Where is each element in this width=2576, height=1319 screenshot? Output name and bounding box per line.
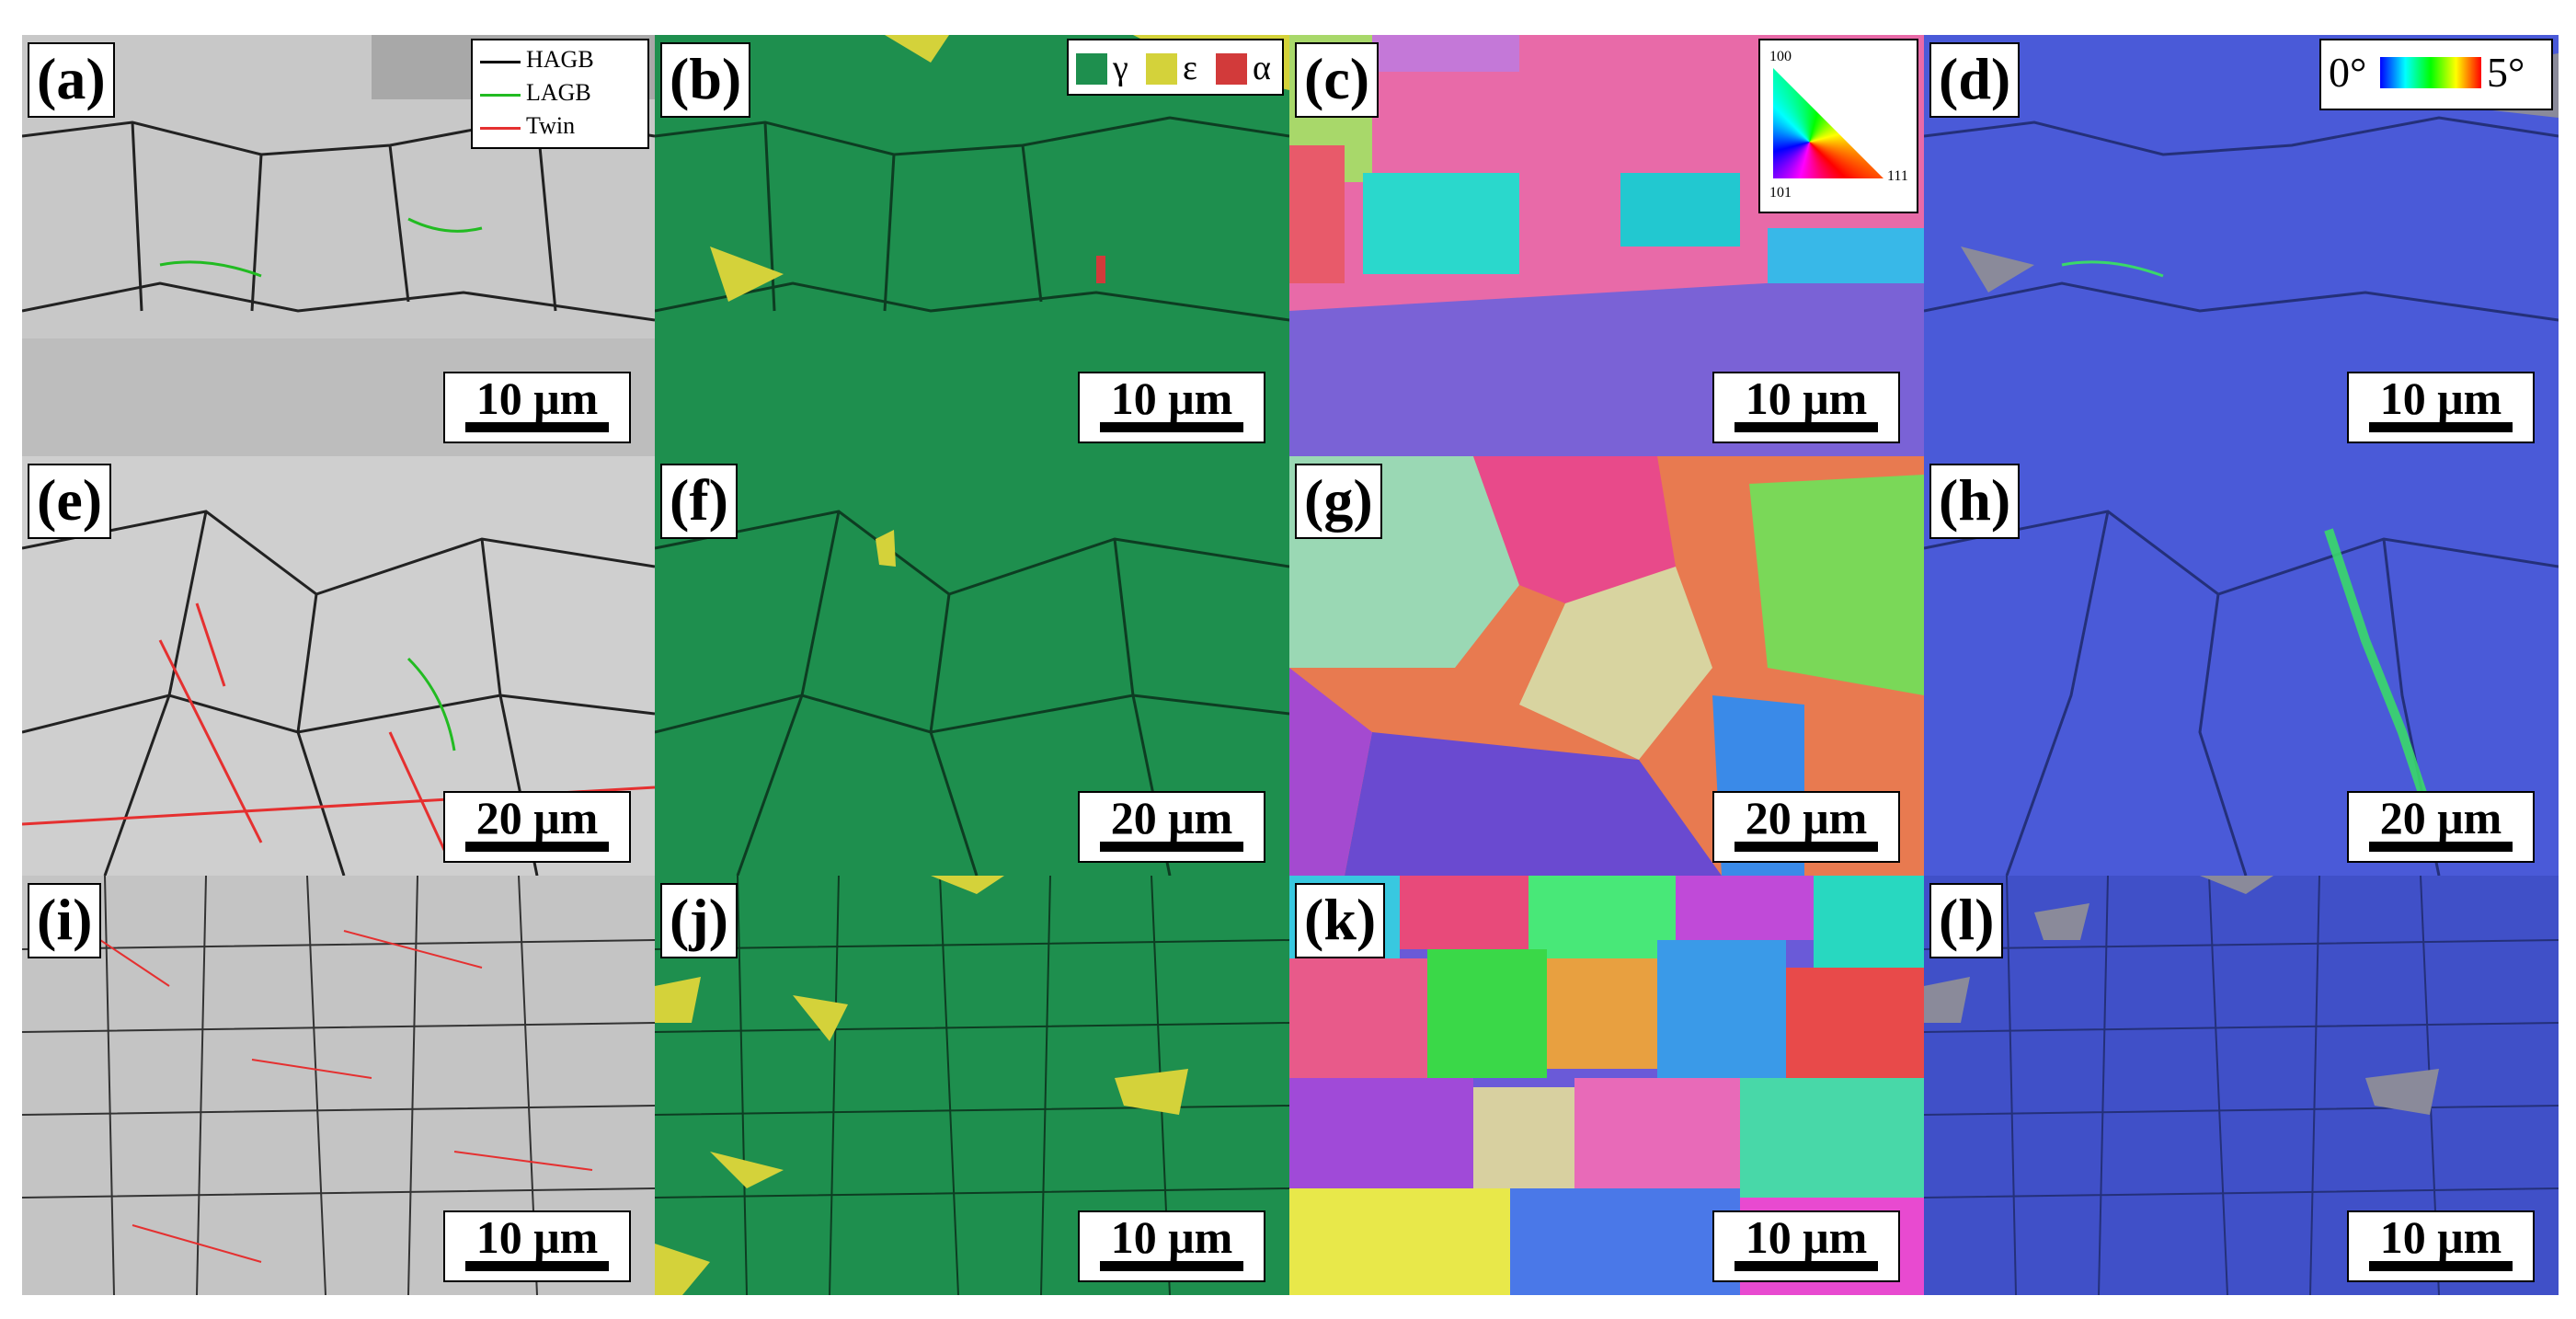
legend-item-twin: Twin: [480, 112, 575, 140]
panel-d: (d) 0° 5° 10 μm: [1924, 35, 2559, 456]
panel-label: (k): [1295, 883, 1386, 958]
panel-c: (c) 100 101 111 10 μm: [1289, 35, 1924, 456]
ipf-color-triangle: [1773, 68, 1883, 178]
panel-label: (i): [28, 883, 102, 958]
hagb-line-swatch: [480, 60, 521, 63]
lagb-line-swatch: [480, 93, 521, 97]
scale-label: 20 μm: [1745, 792, 1868, 843]
kam-legend: 0° 5°: [2319, 39, 2553, 110]
scale-bar: [465, 842, 609, 852]
panel-k: (k) 10 μm: [1289, 876, 1924, 1295]
legend-item-epsilon: ε: [1146, 50, 1197, 86]
panel-g: (g) 20 μm: [1289, 456, 1924, 876]
scale-bar-box: 10 μm: [1078, 1210, 1265, 1282]
scale-bar: [1100, 1261, 1243, 1271]
scale-bar: [1100, 422, 1243, 432]
panel-e: (e) 20 μm: [22, 456, 655, 876]
panel-label: (j): [660, 883, 738, 958]
ipf-label-111: 111: [1887, 168, 1908, 184]
panel-k-image: [1289, 876, 1924, 1295]
legend-item-gamma: γ: [1076, 50, 1128, 86]
scale-bar-box: 10 μm: [1712, 1210, 1900, 1282]
panel-label: (l): [1929, 883, 2004, 958]
legend-label: HAGB: [526, 46, 594, 73]
kam-min-label: 0°: [2329, 49, 2367, 96]
epsilon-swatch: [1146, 53, 1177, 85]
scale-bar: [465, 1261, 609, 1271]
panel-label: (g): [1295, 464, 1382, 539]
panel-label: (d): [1929, 42, 2021, 118]
legend-label: ε: [1183, 49, 1197, 87]
twin-line-swatch: [480, 126, 521, 130]
scale-bar: [1735, 1261, 1878, 1271]
legend-label: Twin: [526, 112, 576, 139]
scale-label: 20 μm: [1110, 792, 1233, 843]
panel-b: (b) γ ε α 10 μm: [655, 35, 1289, 456]
panel-label: (h): [1929, 464, 2021, 539]
panel-label: (b): [660, 42, 751, 118]
scale-bar-box: 20 μm: [443, 791, 631, 863]
panel-i: (i) 10 μm: [22, 876, 655, 1295]
scale-bar-box: 10 μm: [443, 1210, 631, 1282]
scale-label: 10 μm: [2379, 1211, 2502, 1263]
scale-bar-box: 10 μm: [2347, 372, 2535, 443]
scale-bar-box: 10 μm: [1078, 372, 1265, 443]
panel-label: (c): [1295, 42, 1380, 118]
scale-bar: [2369, 1261, 2513, 1271]
scale-label: 10 μm: [1110, 373, 1233, 424]
legend-item-hagb: HAGB: [480, 46, 594, 74]
kam-max-label: 5°: [2487, 49, 2525, 96]
panel-h: (h) 20 μm: [1924, 456, 2559, 876]
panel-j: (j) 10 μm: [655, 876, 1289, 1295]
legend-item-lagb: LAGB: [480, 79, 591, 107]
panel-f: (f) 20 μm: [655, 456, 1289, 876]
legend-label: LAGB: [526, 79, 591, 106]
scale-label: 10 μm: [475, 373, 599, 424]
scale-label: 20 μm: [475, 792, 599, 843]
legend-item-alpha: α: [1216, 50, 1271, 86]
panel-label: (a): [28, 42, 115, 118]
scale-bar-box: 20 μm: [2347, 791, 2535, 863]
alpha-swatch: [1216, 53, 1247, 85]
panel-l: (l) 10 μm: [1924, 876, 2559, 1295]
scale-bar: [1735, 842, 1878, 852]
scale-bar: [1100, 842, 1243, 852]
scale-bar-box: 20 μm: [1078, 791, 1265, 863]
scale-bar-box: 10 μm: [1712, 372, 1900, 443]
kam-color-bar: [2380, 57, 2481, 88]
panel-a: (a) HAGB LAGB Twin 10 μm: [22, 35, 655, 456]
scale-bar-box: 20 μm: [1712, 791, 1900, 863]
panel-g-image: [1289, 456, 1924, 876]
boundary-legend: HAGB LAGB Twin: [471, 39, 649, 149]
ipf-legend: 100 101 111: [1758, 39, 1918, 213]
scale-bar: [2369, 422, 2513, 432]
scale-label: 20 μm: [2379, 792, 2502, 843]
legend-label: α: [1253, 49, 1271, 87]
scale-label: 10 μm: [475, 1211, 599, 1263]
scale-label: 10 μm: [2379, 373, 2502, 424]
scale-bar: [465, 422, 609, 432]
ipf-label-101: 101: [1769, 185, 1792, 201]
panel-label: (f): [660, 464, 738, 539]
scale-label: 10 μm: [1110, 1211, 1233, 1263]
scale-bar: [2369, 842, 2513, 852]
gamma-swatch: [1076, 53, 1107, 85]
scale-label: 10 μm: [1745, 1211, 1868, 1263]
scale-bar: [1735, 422, 1878, 432]
scale-label: 10 μm: [1745, 373, 1868, 424]
ipf-label-100: 100: [1769, 49, 1792, 64]
legend-label: γ: [1113, 49, 1128, 87]
phase-legend: γ ε α: [1067, 39, 1284, 96]
panel-label: (e): [28, 464, 112, 539]
scale-bar-box: 10 μm: [2347, 1210, 2535, 1282]
scale-bar-box: 10 μm: [443, 372, 631, 443]
